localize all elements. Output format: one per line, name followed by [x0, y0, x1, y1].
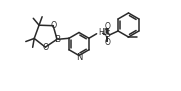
Text: S: S — [105, 30, 110, 39]
Text: HN: HN — [99, 28, 110, 37]
Text: O: O — [105, 38, 110, 48]
Text: B: B — [54, 35, 60, 44]
Text: O: O — [50, 21, 57, 30]
Text: O: O — [105, 22, 110, 31]
Text: O: O — [43, 43, 49, 52]
Text: N: N — [76, 54, 82, 63]
